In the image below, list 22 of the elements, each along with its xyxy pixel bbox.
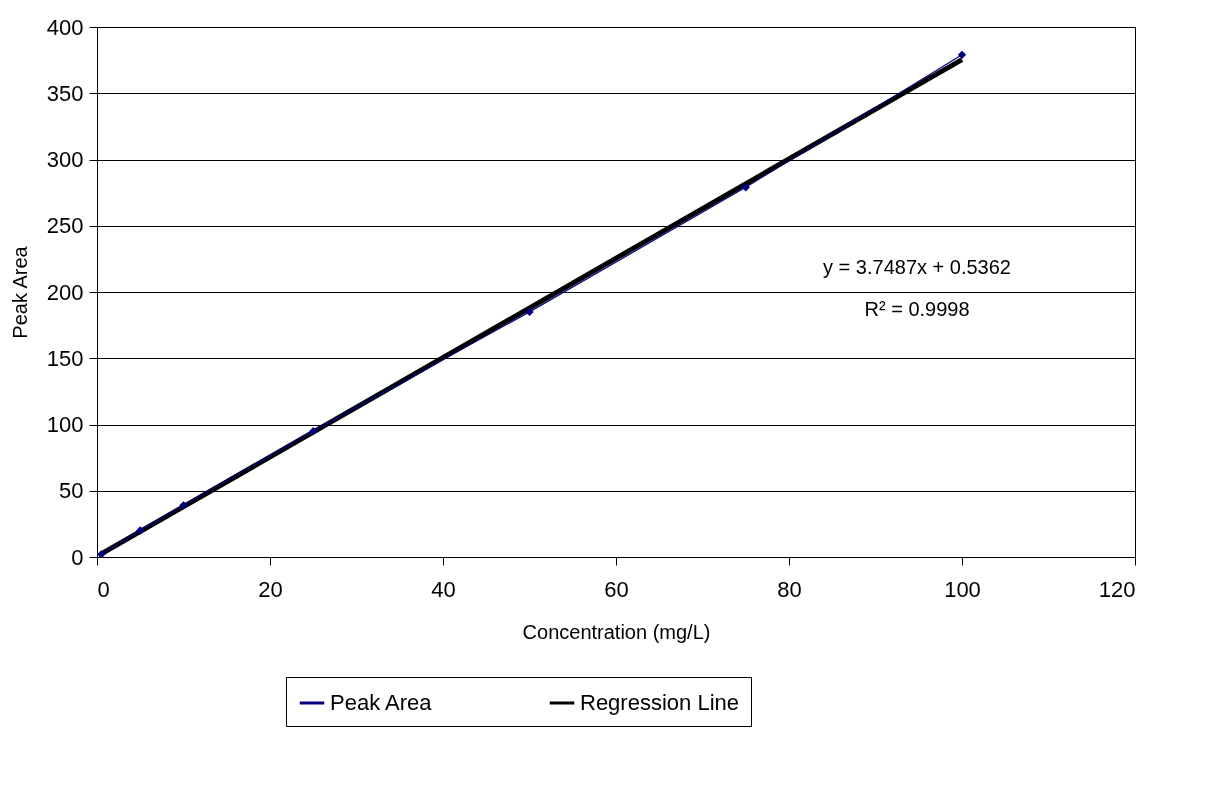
y-tick-label: 100 <box>46 412 84 437</box>
y-tick-label: 50 <box>59 478 84 504</box>
annotation: R² = 0.9998 <box>864 298 970 321</box>
y-tick-label: 200 <box>46 279 84 305</box>
x-axis-title: Concentration (mg/L) <box>522 620 711 643</box>
x-tick-label: 60 <box>604 576 629 602</box>
y-axis-title: Peak Area <box>8 245 31 339</box>
y-tick-label: 0 <box>71 544 84 570</box>
y-tick-label: 400 <box>46 14 84 40</box>
legend-label: Peak Area <box>330 690 433 715</box>
annotation: y = 3.7487x + 0.5362 <box>823 256 1011 279</box>
y-tick-label: 250 <box>46 213 84 239</box>
x-tick-label: 80 <box>777 576 802 602</box>
x-tick-label: 100 <box>944 576 981 602</box>
y-tick-label: 350 <box>46 80 84 106</box>
x-tick-label: 20 <box>258 576 283 602</box>
x-tick-label: 120 <box>1098 576 1136 602</box>
legend-label: Regression Line <box>580 690 739 715</box>
x-tick-label: 0 <box>97 576 110 602</box>
y-tick-label: 300 <box>46 147 84 172</box>
x-tick-label: 40 <box>431 576 456 602</box>
y-tick-label: 150 <box>46 345 84 371</box>
